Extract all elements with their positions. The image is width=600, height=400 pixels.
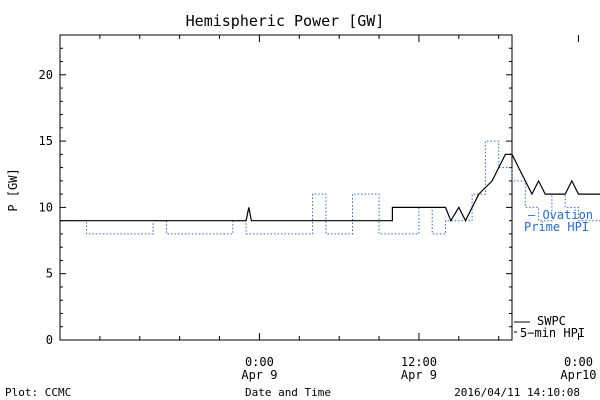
footer-timestamp: 2016/04/11 14:10:08 <box>454 386 580 399</box>
ovation-prime-hpi-line <box>60 140 600 235</box>
y-tick-label: 0 <box>46 333 53 347</box>
x-tick-date: Apr10 <box>560 368 596 382</box>
x-tick-date: Apr 9 <box>401 368 437 382</box>
y-tick-label: 20 <box>39 68 53 82</box>
series-layer <box>60 140 600 235</box>
legend-swpc-line2: 5−min HPI <box>520 326 585 340</box>
legend-ovation-line1: — Ovation <box>528 208 593 222</box>
y-axis-label: P [GW] <box>6 168 20 211</box>
x-tick-date: Apr 9 <box>241 368 277 382</box>
plot-frame <box>59 34 513 341</box>
chart-title: Hemispheric Power [GW] <box>186 12 385 30</box>
x-tick-time: 12:00 <box>401 355 437 369</box>
y-tick-label: 10 <box>39 200 53 214</box>
x-tick-time: 0:00 <box>564 355 593 369</box>
y-tick-label: 5 <box>46 267 53 281</box>
y-axis-ticks: 0 5 10 15 20 <box>39 34 512 347</box>
footer-plot-credit: Plot: CCMC <box>5 386 71 399</box>
legend-ovation-line2: Prime HPI <box>524 220 589 234</box>
x-tick-time: 0:00 <box>245 355 274 369</box>
x-axis-label: Date and Time <box>245 386 331 399</box>
legend: — Ovation Prime HPI SWPC 5−min HPI <box>514 208 593 340</box>
y-tick-label: 15 <box>39 134 53 148</box>
swpc-5min-hpi-line <box>60 153 600 223</box>
legend-swpc-line1: SWPC <box>537 314 566 328</box>
